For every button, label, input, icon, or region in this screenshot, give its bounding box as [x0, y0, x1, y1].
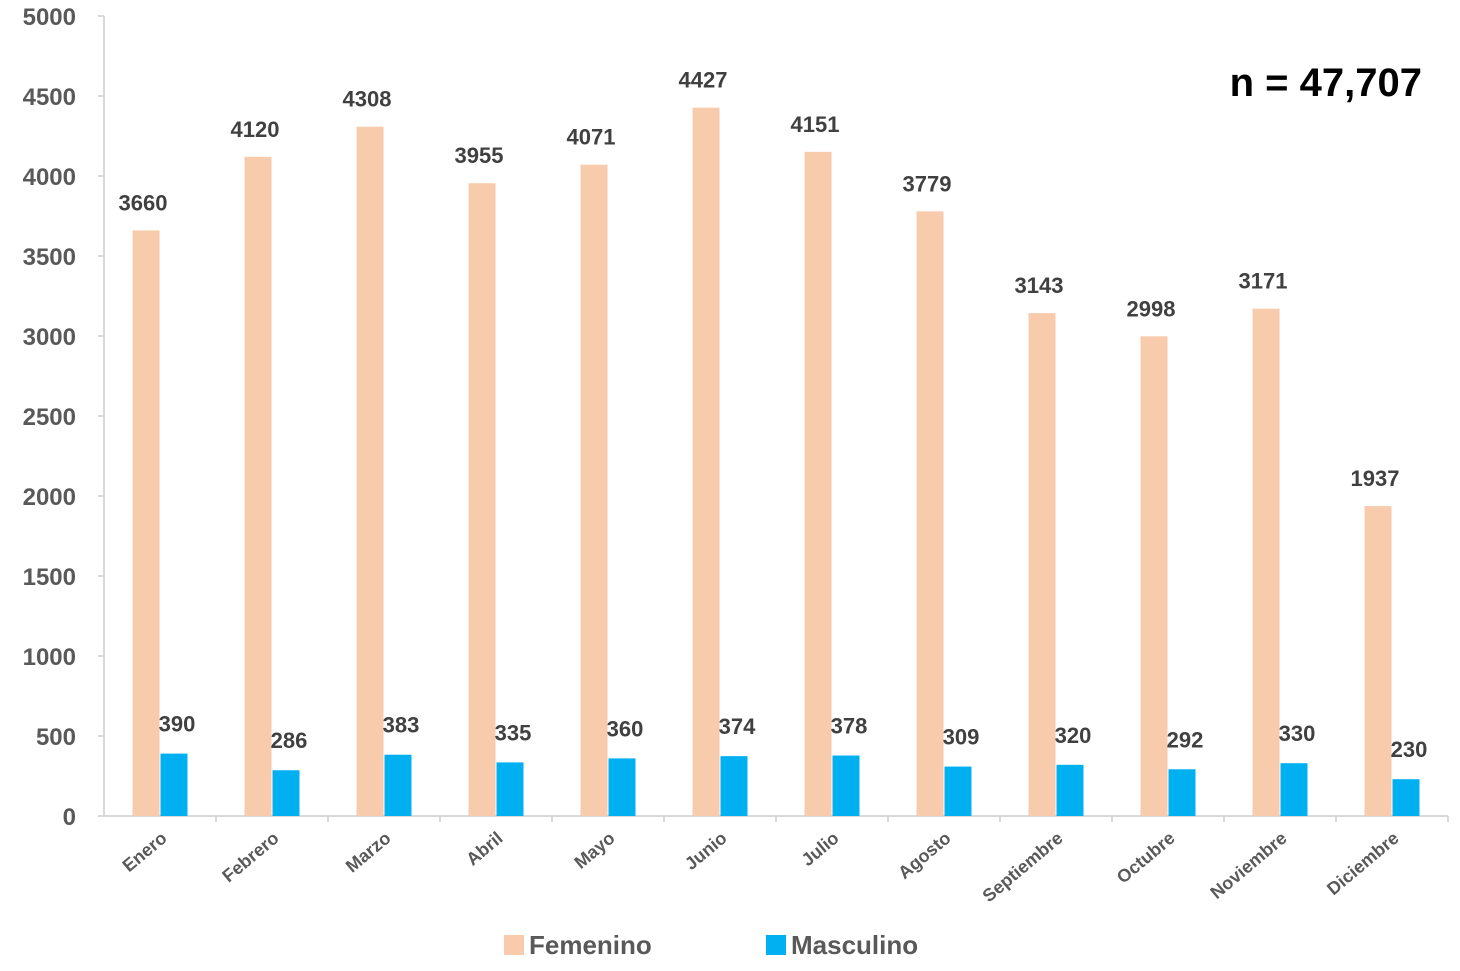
bar-femenino-abril — [468, 183, 496, 816]
y-tick-label: 4000 — [23, 164, 76, 191]
y-tick-label: 2500 — [23, 404, 76, 431]
label-masculino-febrero: 286 — [271, 728, 308, 753]
label-femenino-marzo: 4308 — [343, 87, 392, 112]
x-tick-label-julio: Julio — [798, 828, 843, 870]
label-masculino-octubre: 292 — [1167, 727, 1204, 752]
label-femenino-mayo: 4071 — [567, 125, 616, 150]
bar-masculino-abril — [496, 762, 524, 816]
label-femenino-septiembre: 3143 — [1015, 273, 1064, 298]
label-femenino-octubre: 2998 — [1127, 296, 1176, 321]
label-femenino-abril: 3955 — [455, 143, 504, 168]
legend-swatch-masculino — [766, 935, 786, 955]
x-tick-label-mayo: Mayo — [570, 828, 618, 873]
bar-femenino-marzo — [356, 126, 384, 817]
x-axis-ticks: Enero Febrero Marzo Abril Mayo Junio Julio Agos… — [119, 816, 1449, 906]
bars — [132, 107, 1420, 817]
x-tick-label-octubre: Octubre — [1113, 828, 1179, 888]
y-tick-label: 1000 — [23, 644, 76, 671]
label-masculino-enero: 390 — [159, 712, 196, 737]
bar-masculino-mayo — [608, 758, 636, 816]
label-masculino-mayo: 360 — [607, 716, 644, 741]
label-femenino-agosto: 3779 — [903, 171, 952, 196]
x-tick-label-abril: Abril — [462, 828, 506, 870]
label-masculino-noviembre: 330 — [1279, 721, 1316, 746]
y-tick-label: 1500 — [23, 564, 76, 591]
x-tick-label-enero: Enero — [119, 828, 171, 876]
x-tick-label-febrero: Febrero — [218, 828, 282, 886]
x-tick-label-junio: Junio — [681, 828, 731, 874]
label-masculino-junio: 374 — [719, 714, 756, 739]
y-tick-label: 3000 — [23, 324, 76, 351]
label-masculino-abril: 335 — [495, 720, 532, 745]
bar-femenino-julio — [804, 151, 832, 817]
label-masculino-septiembre: 320 — [1055, 723, 1092, 748]
label-masculino-agosto: 309 — [943, 725, 980, 750]
label-femenino-julio: 4151 — [791, 112, 840, 137]
bar-femenino-junio — [692, 107, 720, 817]
y-tick-label: 500 — [36, 724, 76, 751]
y-axis-ticks: 0 500 1000 1500 2000 2500 3000 3500 4000 4500 5000 — [23, 4, 104, 831]
bar-femenino-febrero — [244, 156, 272, 817]
label-masculino-marzo: 383 — [383, 713, 420, 738]
y-tick-label: 5000 — [23, 4, 76, 31]
label-masculino-julio: 378 — [831, 714, 868, 739]
y-tick-label: 2000 — [23, 484, 76, 511]
bar-masculino-diciembre — [1392, 779, 1420, 816]
legend: Femenino Masculino — [504, 930, 918, 960]
bar-femenino-noviembre — [1252, 308, 1280, 816]
bar-masculino-marzo — [384, 754, 412, 816]
bar-femenino-agosto — [916, 211, 944, 817]
x-tick-label-noviembre: Noviembre — [1206, 828, 1290, 903]
label-femenino-diciembre: 1937 — [1351, 466, 1400, 491]
x-tick-label-septiembre: Septiembre — [979, 828, 1067, 906]
legend-swatch-femenino — [504, 935, 524, 955]
bar-masculino-febrero — [272, 770, 300, 816]
legend-label-femenino: Femenino — [529, 930, 652, 960]
bar-femenino-septiembre — [1028, 313, 1056, 816]
label-femenino-noviembre: 3171 — [1239, 269, 1288, 294]
bar-masculino-septiembre — [1056, 764, 1084, 816]
label-masculino-diciembre: 230 — [1391, 737, 1428, 762]
bar-masculino-enero — [160, 753, 188, 816]
y-tick-label: 4500 — [23, 84, 76, 111]
label-femenino-junio: 4427 — [679, 68, 728, 93]
bar-masculino-junio — [720, 756, 748, 816]
bar-femenino-mayo — [580, 164, 608, 816]
sample-size-annotation: n = 47,707 — [1230, 61, 1422, 105]
legend-label-masculino: Masculino — [791, 930, 918, 960]
x-tick-label-marzo: Marzo — [342, 828, 395, 877]
label-femenino-enero: 3660 — [119, 190, 168, 215]
y-tick-label: 3500 — [23, 244, 76, 271]
bar-femenino-enero — [132, 230, 160, 816]
y-tick-label: 0 — [63, 804, 76, 831]
bar-masculino-octubre — [1168, 769, 1196, 816]
bar-masculino-noviembre — [1280, 763, 1308, 816]
bar-masculino-agosto — [944, 766, 972, 816]
data-labels: 3660 390 4120 286 4308 383 3955 335 4071 360 4427 3… — [119, 68, 1428, 763]
label-femenino-febrero: 4120 — [231, 117, 280, 142]
bar-femenino-octubre — [1140, 336, 1168, 816]
axes — [103, 16, 1448, 817]
x-tick-label-agosto: Agosto — [894, 828, 954, 883]
x-tick-label-diciembre: Diciembre — [1323, 828, 1403, 899]
bar-masculino-julio — [832, 755, 860, 816]
bar-femenino-diciembre — [1364, 506, 1392, 816]
